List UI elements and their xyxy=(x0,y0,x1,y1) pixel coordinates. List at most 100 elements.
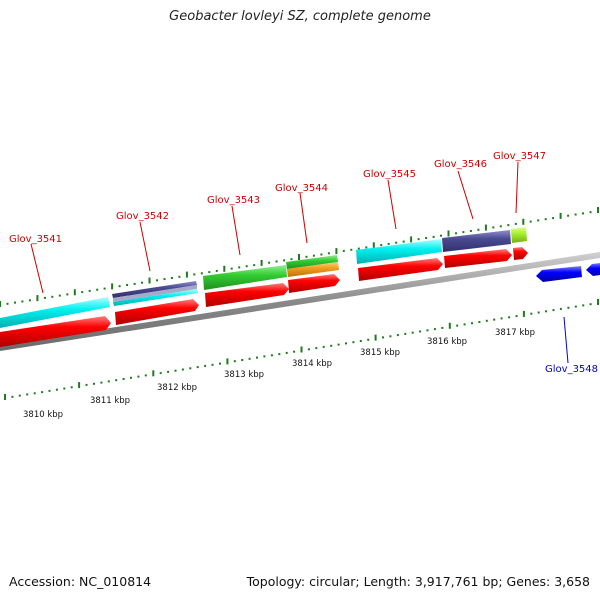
minor-tick xyxy=(159,372,162,375)
major-tick xyxy=(522,218,525,225)
major-tick xyxy=(111,283,114,290)
minor-tick xyxy=(530,312,533,315)
minor-tick xyxy=(307,348,310,351)
leader-line xyxy=(563,316,569,364)
leader-line xyxy=(30,243,44,294)
lower-tick-row xyxy=(4,299,599,400)
minor-tick xyxy=(100,381,103,384)
feature-track xyxy=(0,227,527,328)
major-tick xyxy=(73,289,76,296)
minor-tick xyxy=(345,342,347,345)
minor-tick xyxy=(320,253,323,256)
minor-tick xyxy=(122,378,125,380)
gene-label: Glov_3542 xyxy=(116,211,169,222)
leader-line xyxy=(139,221,151,272)
kbp-label: 3813 kbp xyxy=(224,370,264,380)
minor-tick xyxy=(485,319,488,322)
minor-tick xyxy=(417,238,420,241)
minor-tick xyxy=(582,304,585,307)
major-tick xyxy=(223,265,226,272)
gene-label: Glov_3544 xyxy=(275,183,328,194)
kbp-label: 3811 kbp xyxy=(90,396,130,406)
minor-tick xyxy=(508,316,511,319)
minor-tick xyxy=(357,247,360,250)
minor-tick xyxy=(204,364,207,367)
minor-tick xyxy=(290,258,293,261)
minor-tick xyxy=(315,347,318,350)
map-title: Geobacter lovleyi SZ, complete genome xyxy=(169,9,431,24)
minor-tick xyxy=(440,234,442,237)
major-tick xyxy=(335,248,338,255)
minor-tick xyxy=(493,318,496,321)
minor-tick xyxy=(18,394,21,397)
minor-tick xyxy=(189,367,192,370)
minor-tick xyxy=(208,271,211,274)
feature-bar xyxy=(0,297,110,328)
genome-backbone xyxy=(0,252,600,351)
cds-arrow xyxy=(358,258,443,281)
minor-tick xyxy=(350,248,353,251)
minor-tick xyxy=(245,265,248,268)
minor-tick xyxy=(66,293,69,296)
minor-tick xyxy=(589,211,592,214)
minor-tick xyxy=(178,275,181,278)
minor-tick xyxy=(88,289,91,292)
feature-bar xyxy=(113,285,197,302)
minor-tick xyxy=(253,264,256,267)
minor-tick xyxy=(200,272,203,275)
kbp-label: 3815 kbp xyxy=(360,348,400,358)
minor-tick xyxy=(367,338,370,341)
minor-tick xyxy=(441,326,444,329)
minor-tick xyxy=(130,376,132,379)
kbp-label: 3816 kbp xyxy=(427,337,467,347)
major-tick xyxy=(559,212,562,219)
minor-tick xyxy=(387,242,390,245)
minor-tick xyxy=(28,299,31,302)
major-tick xyxy=(0,301,1,307)
minor-tick xyxy=(241,359,244,361)
major-tick xyxy=(374,334,377,341)
minor-tick xyxy=(170,277,173,279)
minor-tick xyxy=(492,226,495,229)
minor-tick xyxy=(167,370,170,373)
cds-arrow xyxy=(513,247,528,260)
kbp-labels: 3810 kbp 3811 kbp 3812 kbp 3813 kbp 3814… xyxy=(23,328,535,420)
major-tick xyxy=(78,382,81,389)
minor-tick xyxy=(107,380,110,383)
minor-tick xyxy=(26,393,29,396)
minor-tick xyxy=(432,235,435,238)
gene-label: Glov_3547 xyxy=(493,151,546,162)
feature-bar xyxy=(203,265,287,290)
minor-tick xyxy=(574,305,577,308)
major-tick xyxy=(298,254,300,260)
gene-labels: Glov_3541 Glov_3542 Glov_3543 Glov_3544 … xyxy=(9,151,598,375)
minor-tick xyxy=(327,252,330,255)
minor-tick xyxy=(582,212,584,215)
leader-line xyxy=(457,170,474,220)
feature-bar xyxy=(113,289,198,306)
major-tick xyxy=(484,224,487,231)
kbp-label: 3817 kbp xyxy=(495,328,535,338)
minor-tick xyxy=(118,285,121,288)
minor-tick xyxy=(248,357,251,360)
reverse-cds-track xyxy=(536,263,600,282)
minor-tick xyxy=(312,254,315,257)
minor-tick xyxy=(426,329,429,332)
minor-tick xyxy=(419,330,422,333)
minor-tick xyxy=(380,244,383,247)
minor-tick xyxy=(137,375,140,378)
kbp-label: 3812 kbp xyxy=(157,383,197,393)
minor-tick xyxy=(285,351,288,354)
major-tick xyxy=(410,236,413,243)
minor-tick xyxy=(278,353,281,356)
major-tick xyxy=(597,207,599,213)
minor-tick xyxy=(463,323,466,326)
major-tick xyxy=(522,310,525,317)
minor-tick xyxy=(263,355,266,358)
minor-tick xyxy=(552,217,555,220)
gene-label-leaders xyxy=(30,161,569,364)
feature-bar xyxy=(356,239,442,264)
minor-tick xyxy=(275,260,278,263)
feature-bar xyxy=(511,227,527,243)
